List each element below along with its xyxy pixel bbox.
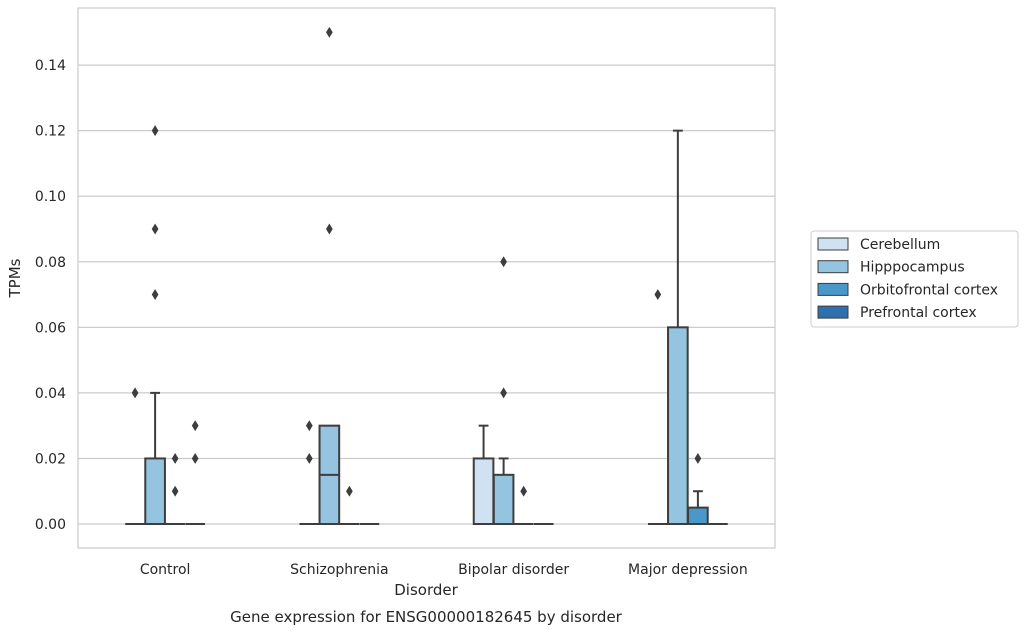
y-tick-label: 0.14 xyxy=(35,58,66,74)
outlier-point xyxy=(325,223,333,235)
box-hipppocampus xyxy=(667,326,689,525)
legend-swatch xyxy=(817,237,849,251)
legend-swatch xyxy=(817,305,849,319)
legend-label: Orbitofrontal cortex xyxy=(860,282,998,298)
outlier-point xyxy=(520,485,528,497)
outlier-point xyxy=(654,289,662,300)
box-series xyxy=(125,26,728,525)
chart-caption: Gene expression for ENSG00000182645 by d… xyxy=(230,608,623,626)
outlier-point xyxy=(191,452,199,464)
y-tick-label: 0.08 xyxy=(35,255,66,271)
outlier-point xyxy=(325,26,333,38)
x-tick-label: Bipolar disorder xyxy=(458,562,569,578)
outlier-point xyxy=(694,452,702,464)
outlier-point xyxy=(151,223,159,235)
plot-frame xyxy=(77,7,776,549)
y-tick-label: 0.04 xyxy=(35,386,66,402)
box-cerebellum xyxy=(472,457,495,525)
y-tick-label: 0.12 xyxy=(35,124,66,140)
y-tick-labels: 0.00 0.02 0.04 0.06 0.08 0.10 0.12 0.14 xyxy=(35,58,66,533)
y-tick-label: 0.06 xyxy=(35,320,66,336)
outlier-point xyxy=(500,256,507,268)
outlier-point xyxy=(151,289,159,300)
box-orbitofrontal-cortex xyxy=(687,506,709,525)
legend-label: Hipppocampus xyxy=(860,260,965,276)
outlier-point xyxy=(131,387,139,399)
outlier-point xyxy=(171,452,179,464)
y-tick-label: 0.02 xyxy=(35,451,66,467)
x-tick-labels: Control Schizophrenia Bipolar disorder Majo… xyxy=(140,562,748,578)
x-tick-label: Control xyxy=(140,562,191,578)
y-tick-label: 0.00 xyxy=(35,517,66,533)
legend-label: Cerebellum xyxy=(860,237,940,253)
x-axis-label: Disorder xyxy=(394,581,458,599)
outlier-point xyxy=(191,420,199,432)
outlier-point xyxy=(171,485,179,497)
box-hipppocampus xyxy=(492,473,515,525)
outlier-point xyxy=(346,485,353,497)
legend-label: Prefrontal cortex xyxy=(860,305,977,321)
x-tick-label: Major depression xyxy=(628,562,748,578)
legend-swatch xyxy=(817,282,849,296)
outlier-point xyxy=(305,452,313,464)
legend: Cerebellum Hipppocampus Orbitofrontal cort… xyxy=(810,230,1019,328)
outlier-point xyxy=(151,125,159,137)
box-hipppocampus xyxy=(144,457,166,525)
y-tick-label: 0.10 xyxy=(35,189,66,205)
y-axis-label: TPMs xyxy=(6,258,24,298)
outlier-point xyxy=(500,387,507,399)
outlier-point xyxy=(305,420,313,432)
legend-frame xyxy=(810,230,1019,328)
x-tick-label: Schizophrenia xyxy=(290,562,388,578)
legend-swatch xyxy=(817,260,849,274)
